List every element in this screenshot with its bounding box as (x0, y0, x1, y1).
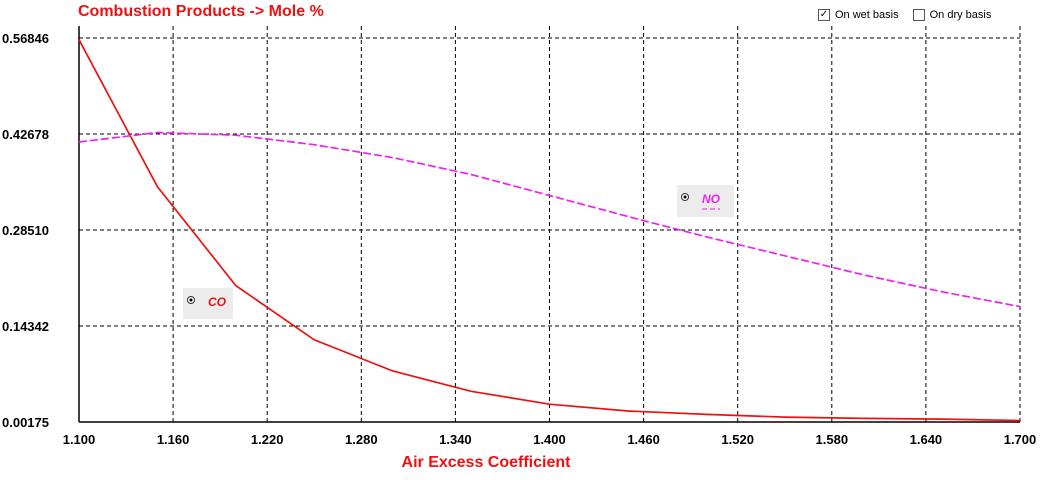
x-tick-label: 1.160 (157, 432, 190, 447)
x-tick-label: 1.520 (721, 432, 754, 447)
y-tick-label: 0.28510 (2, 223, 49, 238)
series-label-box-no (677, 185, 734, 217)
series-marker-dot-no (683, 195, 687, 199)
y-tick-label: 0.56846 (2, 31, 49, 46)
series-line-co (78, 39, 1021, 422)
y-tick-label: 0.14342 (2, 319, 49, 334)
x-axis-label: Air Excess Coefficient (402, 454, 572, 471)
x-tick-label: 1.220 (251, 432, 284, 447)
x-tick-label: 1.100 (63, 432, 96, 447)
x-tick-label: 1.580 (816, 432, 849, 447)
chart-title: Combustion Products -> Mole % (78, 3, 324, 20)
wet-basis-label: On wet basis (835, 9, 899, 21)
series-marker-dot-co (189, 298, 193, 302)
x-tick-label: 1.280 (345, 432, 378, 447)
x-tick-label: 1.640 (910, 432, 943, 447)
series-line-no (78, 131, 1021, 308)
dry-basis-checkbox[interactable] (912, 9, 925, 21)
y-tick-label: 0.00175 (2, 415, 49, 430)
dry-basis-label: On dry basis (929, 9, 992, 21)
wet-basis-checkbox[interactable]: ✓ (818, 9, 830, 21)
x-tick-label: 1.460 (627, 432, 660, 447)
x-tick-label: 1.400 (533, 432, 566, 447)
x-tick-label: 1.700 (1004, 432, 1037, 447)
series-label-co: CO (208, 295, 227, 309)
x-tick-label: 1.340 (439, 432, 472, 447)
series-label-no: NO (702, 192, 721, 206)
y-tick-label: 0.42678 (2, 127, 49, 142)
wet-basis-option[interactable]: ✓ On wet basis (818, 9, 899, 21)
dry-basis-option[interactable]: On dry basis (912, 9, 992, 21)
basis-options: ✓ On wet basis On dry basis (818, 9, 991, 21)
